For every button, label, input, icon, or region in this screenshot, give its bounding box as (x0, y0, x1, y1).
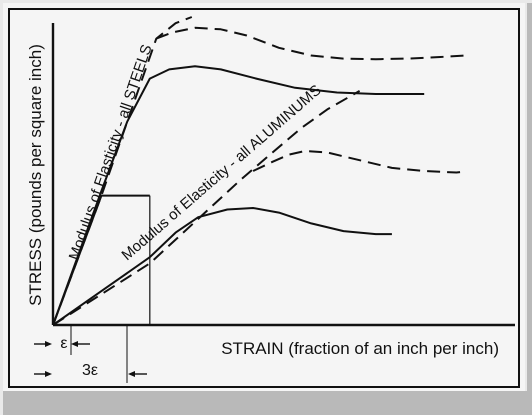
y-axis-label: STRESS (pounds per square inch) (26, 44, 45, 306)
curve-dashed-1 (52, 16, 193, 326)
curves (52, 16, 467, 326)
three-epsilon-arrowhead-right (128, 371, 135, 377)
page-bleed-right (527, 3, 532, 415)
strain-markers: ε 3ε (34, 325, 147, 383)
three-epsilon-arrowhead-left (45, 371, 52, 377)
curve-dashed-2 (155, 26, 467, 61)
curve-dashed-5 (252, 150, 467, 174)
page-bleed-bottom (3, 391, 532, 415)
chart-frame: STRESS (pounds per square inch) STRAIN (… (3, 3, 532, 415)
figure-border (8, 8, 520, 388)
curve-solid-3 (52, 65, 425, 326)
steels-modulus-label: Modulus of Elasticity - all STEELS (66, 42, 156, 262)
curve-dashed-4 (52, 90, 361, 326)
epsilon-arrowhead-right (71, 341, 78, 347)
curve-solid-7 (52, 194, 150, 326)
aluminums-modulus-label: Modulus of Elasticity - all ALUMINUMS (118, 82, 324, 264)
curve-solid-6 (52, 207, 392, 326)
epsilon-label: ε (60, 335, 67, 352)
stress-strain-chart: STRESS (pounds per square inch) STRAIN (… (3, 3, 532, 415)
epsilon-arrowhead-left (45, 341, 52, 347)
x-axis-label: STRAIN (fraction of an inch per inch) (221, 339, 499, 358)
three-epsilon-label: 3ε (82, 362, 98, 379)
